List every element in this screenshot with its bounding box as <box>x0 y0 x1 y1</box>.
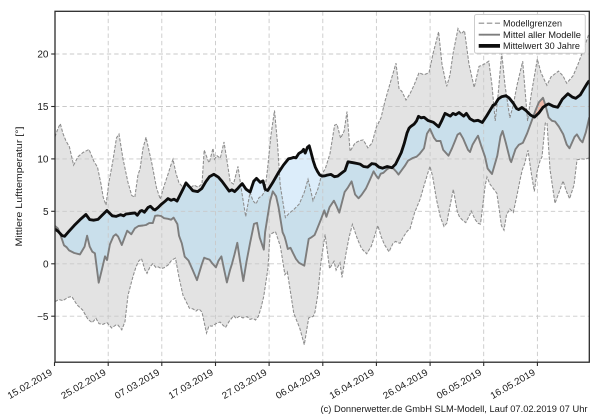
svg-text:10: 10 <box>37 154 49 165</box>
svg-text:Mittlere Lufttemperatur [°]: Mittlere Lufttemperatur [°] <box>14 126 24 246</box>
svg-text:Mittelwert 30 Jahre: Mittelwert 30 Jahre <box>503 41 580 52</box>
svg-text:15: 15 <box>37 102 49 113</box>
svg-text:Mittel aller Modelle: Mittel aller Modelle <box>503 30 581 41</box>
svg-text:Modellgrenzen: Modellgrenzen <box>503 19 562 30</box>
svg-text:20: 20 <box>37 50 49 61</box>
svg-text:−5: −5 <box>37 312 49 323</box>
svg-text:0: 0 <box>43 259 49 270</box>
svg-text:5: 5 <box>43 207 49 218</box>
svg-text:(c) Donnerwetter.de GmbH SLM-M: (c) Donnerwetter.de GmbH SLM-Modell, Lau… <box>321 404 588 414</box>
